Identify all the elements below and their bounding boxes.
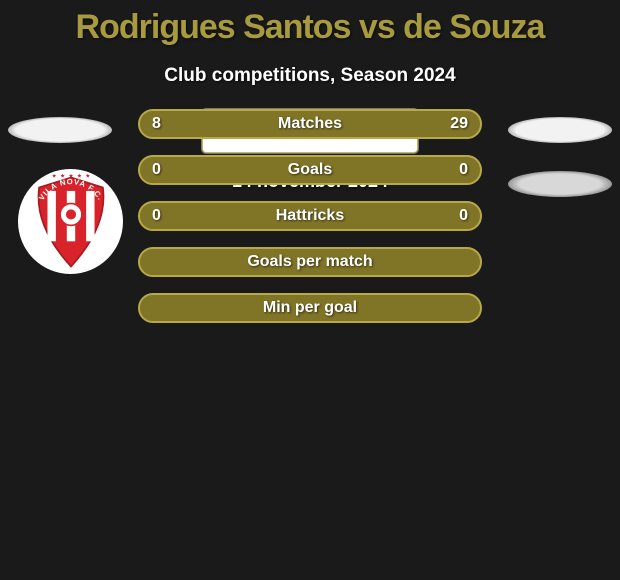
subtitle: Club competitions, Season 2024 <box>0 65 620 87</box>
stat-label: Goals per match <box>247 253 372 271</box>
star-icon <box>52 174 56 178</box>
stat-row: Goals per match <box>138 247 482 277</box>
star-icon <box>77 174 81 178</box>
page-title: Rodrigues Santos vs de Souza <box>0 0 620 47</box>
player-shadow-left <box>8 117 112 143</box>
stat-right-value: 29 <box>450 115 468 133</box>
stat-label: Hattricks <box>276 207 344 225</box>
stat-row: 8 Matches 29 <box>138 109 482 139</box>
star-icon <box>85 174 89 178</box>
comparison-stage: VILA NOVA F.C. 8 Matches 29 0 Goals 0 0 Hattric… <box>0 109 620 489</box>
stat-right-value: 0 <box>459 161 468 179</box>
stat-label: Matches <box>278 115 342 133</box>
stat-row: 0 Goals 0 <box>138 155 482 185</box>
club-shadow-right <box>508 171 612 197</box>
stat-label: Min per goal <box>263 299 357 317</box>
stat-table: 8 Matches 29 0 Goals 0 0 Hattricks 0 Goals per ma… <box>138 109 482 339</box>
stat-row-fill-left <box>140 157 310 183</box>
stat-right-value: 0 <box>459 207 468 225</box>
stat-left-value: 8 <box>152 115 161 133</box>
stat-left-value: 0 <box>152 207 161 225</box>
club-crest-left: VILA NOVA F.C. <box>18 169 123 274</box>
stat-left-value: 0 <box>152 161 161 179</box>
stat-label: Goals <box>288 161 332 179</box>
vila-nova-crest-icon: VILA NOVA F.C. <box>29 174 113 270</box>
player-shadow-right <box>508 117 612 143</box>
star-icon <box>60 174 64 178</box>
stat-row: Min per goal <box>138 293 482 323</box>
stat-row: 0 Hattricks 0 <box>138 201 482 231</box>
